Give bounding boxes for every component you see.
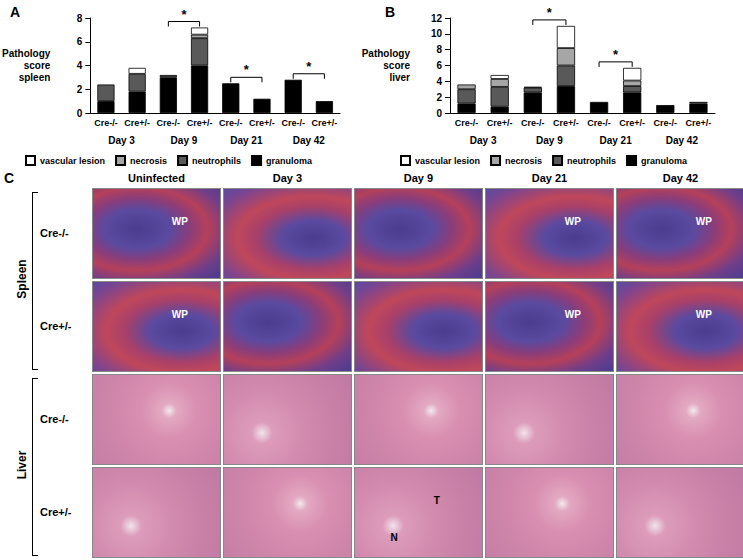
svg-text:Day 42: Day 42 [666,135,699,146]
svg-text:Cre-/-: Cre-/- [281,118,305,128]
svg-text:0: 0 [77,108,83,119]
html-text:WP: WP [695,215,712,227]
svg-text:score: score [383,60,410,71]
html-text:WP: WP [564,308,581,320]
html-text:Day 3: Day 3 [272,172,303,184]
svg-text:Cre+/-: Cre+/- [686,118,712,128]
svg-text:Cre-/-: Cre-/- [521,118,545,128]
svg-text:necrosis: necrosis [130,156,167,166]
svg-text:*: * [181,7,187,22]
svg-text:neutrophils: neutrophils [192,156,241,166]
svg-text:Cre-/-: Cre-/- [94,118,118,128]
svg-text:granuloma: granuloma [641,156,688,166]
html-text:Day 42: Day 42 [662,172,699,184]
svg-text:2: 2 [77,84,83,95]
html-text:Cre+/-: Cre+/- [40,319,72,332]
html-text:Day 21: Day 21 [531,172,568,184]
svg-text:vascular lesion: vascular lesion [40,156,105,166]
html-text:Cre+/-: Cre+/- [40,505,72,518]
svg-text:Cre-/-: Cre-/- [587,118,611,128]
html-text:Uninfected: Uninfected [128,172,185,184]
html-text:WP: WP [171,308,188,320]
svg-text:Day 3: Day 3 [108,135,135,146]
svg-text:Cre+/-: Cre+/- [249,118,275,128]
html-text:Cre-/-: Cre-/- [40,412,69,425]
svg-text:0: 0 [436,108,442,119]
svg-text:*: * [306,59,312,74]
html-text:WP: WP [171,215,188,227]
svg-text:Cre-/-: Cre-/- [219,118,243,128]
html-text:WP: WP [564,215,581,227]
svg-text:Day 21: Day 21 [230,135,263,146]
svg-text:Cre+/-: Cre+/- [553,118,579,128]
svg-text:10: 10 [431,28,443,39]
svg-text:granuloma: granuloma [266,156,313,166]
svg-text:*: * [547,5,553,20]
svg-text:Cre+/-: Cre+/- [124,118,150,128]
html-text:Day 9: Day 9 [403,172,434,184]
svg-text:Cre-/-: Cre-/- [654,118,678,128]
svg-text:spleen: spleen [19,72,51,83]
svg-text:necrosis: necrosis [505,156,542,166]
svg-text:A: A [10,4,20,20]
svg-text:6: 6 [436,60,442,71]
svg-text:Cre+/-: Cre+/- [312,118,338,128]
svg-text:Cre+/-: Cre+/- [619,118,645,128]
svg-text:liver: liver [389,72,410,83]
svg-text:6: 6 [77,36,83,47]
svg-text:Pathology: Pathology [362,48,411,59]
html-text:N: N [390,532,398,544]
svg-text:Day 9: Day 9 [171,135,198,146]
html-text:T: T [433,494,440,506]
svg-text:Pathology: Pathology [2,48,51,59]
svg-text:*: * [244,62,250,77]
svg-text:*: * [613,47,619,62]
svg-text:Day 21: Day 21 [600,135,633,146]
html-text:Cre-/-: Cre-/- [40,226,69,239]
svg-text:Day 3: Day 3 [470,135,497,146]
svg-text:score: score [24,60,51,71]
svg-text:Cre-/-: Cre-/- [455,118,479,128]
svg-text:Cre-/-: Cre-/- [157,118,181,128]
svg-text:8: 8 [77,13,83,24]
svg-text:neutrophils: neutrophils [567,156,616,166]
svg-text:Cre+/-: Cre+/- [487,118,513,128]
svg-text:Cre+/-: Cre+/- [187,118,213,128]
svg-text:2: 2 [436,92,442,103]
svg-text:vascular lesion: vascular lesion [415,156,480,166]
html-text:C: C [4,170,15,186]
svg-text:8: 8 [436,44,442,55]
svg-text:Day 42: Day 42 [293,135,326,146]
svg-text:4: 4 [436,76,442,87]
html-text:Spleen: Spleen [15,259,29,299]
svg-text:B: B [385,4,395,20]
svg-text:12: 12 [431,13,443,24]
html-text:WP: WP [695,308,712,320]
svg-text:Day 9: Day 9 [536,135,563,146]
html-text:Liver: Liver [15,450,29,480]
svg-text:4: 4 [77,60,83,71]
